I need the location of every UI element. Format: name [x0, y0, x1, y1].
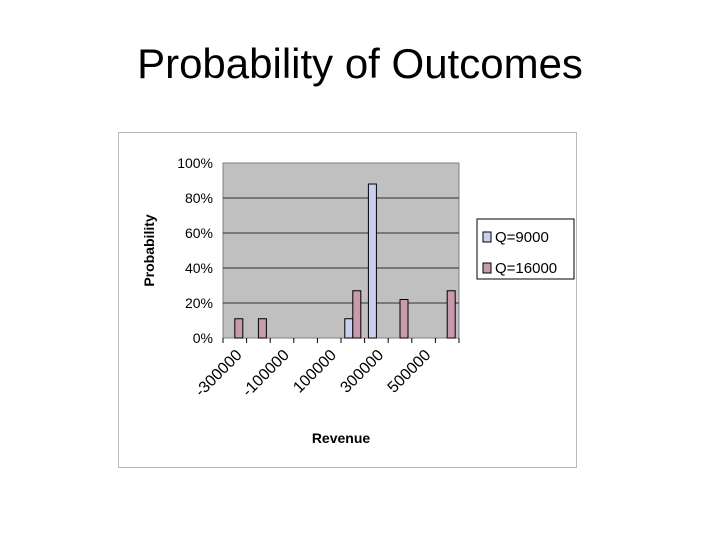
legend-swatch	[482, 231, 492, 243]
x-axis-title: Revenue	[312, 430, 371, 446]
bar-Q=16000-5	[352, 290, 362, 339]
legend-swatch	[482, 262, 492, 274]
bar-Q=16000-9	[446, 290, 456, 339]
y-tick-label: 40%	[185, 260, 213, 276]
x-tick-label: 300000	[337, 347, 387, 397]
legend-label: Q=16000	[495, 260, 557, 277]
slide-title: Probability of Outcomes	[137, 40, 583, 87]
bar-Q=16000-0	[234, 318, 244, 339]
x-tick-label: -100000	[239, 347, 293, 401]
bar-chart: 0% 20% 40% 60% 80% 100% -300000-10000010000030…	[141, 155, 575, 446]
legend	[476, 218, 575, 280]
bar-Q=16000-7	[399, 299, 409, 339]
y-tick-label: 20%	[185, 295, 213, 311]
y-tick-label: 60%	[185, 225, 213, 241]
bar-Q=9000-5	[344, 318, 354, 339]
y-axis-title: Probability	[141, 214, 157, 287]
y-tick-label: 80%	[185, 190, 213, 206]
x-tick-label: 500000	[385, 347, 435, 397]
y-tick-label: 0%	[193, 330, 213, 346]
x-tick-label: -300000	[192, 347, 246, 401]
plot-area	[222, 162, 460, 339]
chart-area: 0% 20% 40% 60% 80% 100% -300000 -100000 100000 30…	[118, 132, 577, 468]
x-tick-label: 100000	[290, 347, 340, 397]
y-tick-label: 100%	[177, 155, 213, 171]
bar-Q=16000-1	[257, 318, 267, 339]
bar-Q=9000-6	[367, 183, 377, 339]
legend-label: Q=9000	[495, 229, 549, 246]
